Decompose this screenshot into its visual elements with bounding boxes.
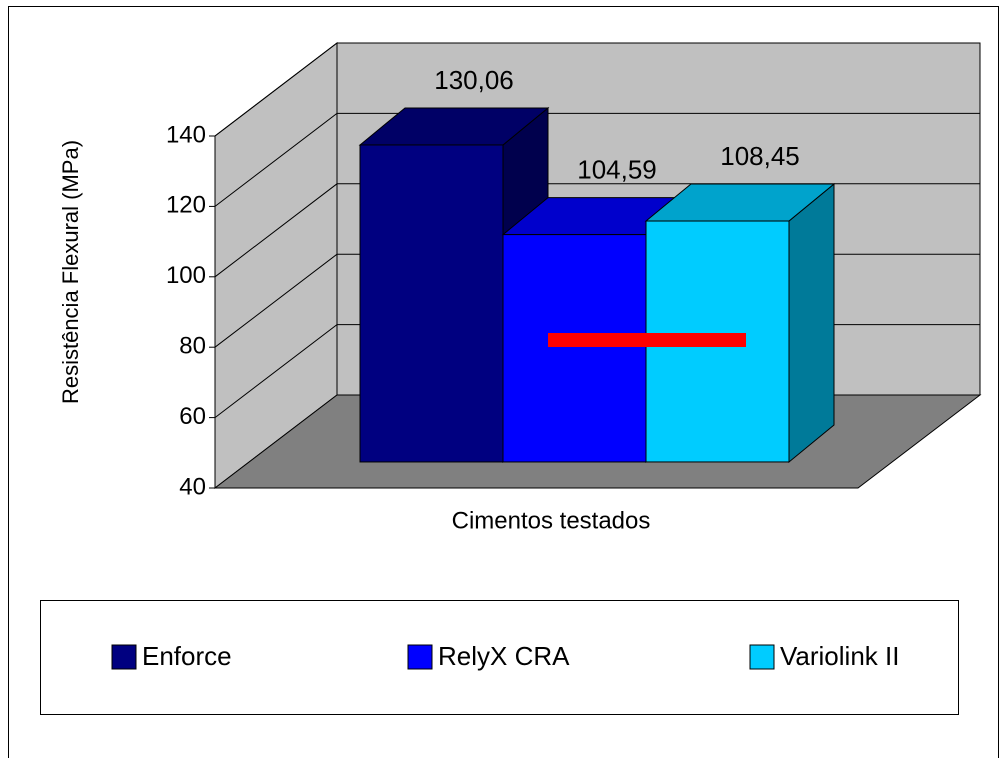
y-tick-label: 120 <box>166 192 206 219</box>
y-axis-label: Resistência Flexural (MPa) <box>58 140 83 404</box>
bar <box>502 234 647 463</box>
grid-line <box>214 42 980 137</box>
legend-label: RelyX CRA <box>438 641 570 671</box>
y-tick-label: 60 <box>179 403 206 430</box>
data-label: 104,59 <box>577 154 657 184</box>
legend-label: Variolink II <box>780 641 899 671</box>
legend-swatch <box>111 644 137 670</box>
chart-border <box>8 6 999 758</box>
grid-line <box>214 112 980 207</box>
y-tick-label: 80 <box>179 333 206 360</box>
legend-swatch <box>749 644 775 670</box>
annotation-line <box>548 333 746 347</box>
x-axis-label: Cimentos testados <box>452 507 651 534</box>
legend-label: Enforce <box>142 641 232 671</box>
legend-entries: Enforce RelyX CRA Variolink II <box>111 641 899 671</box>
bar-side <box>788 182 835 464</box>
y-tick-label: 40 <box>179 473 206 500</box>
data-label: 108,45 <box>720 141 800 171</box>
y-tick-label: 140 <box>166 121 206 148</box>
legend <box>40 600 959 715</box>
legend-swatch <box>407 644 433 670</box>
data-label: 130,06 <box>434 65 514 95</box>
bar <box>359 144 504 463</box>
y-tick-label: 100 <box>166 262 206 289</box>
